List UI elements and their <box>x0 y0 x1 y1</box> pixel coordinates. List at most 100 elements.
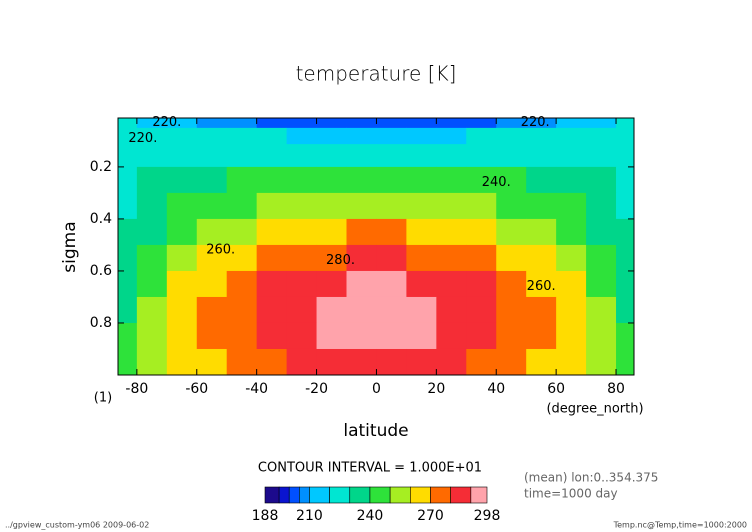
heat-cell <box>406 127 437 145</box>
heat-cell <box>436 144 467 168</box>
heat-cell <box>136 166 168 194</box>
heat-cell <box>586 166 617 194</box>
y-axis-unit: (1) <box>94 391 112 406</box>
contour-label: 260. <box>527 279 556 294</box>
heat-cell <box>256 218 288 246</box>
heat-cell <box>556 144 587 168</box>
colorbar-box <box>349 486 371 504</box>
heat-cell <box>436 166 467 194</box>
heat-cell <box>526 166 557 194</box>
x-tick-label: -80 <box>125 381 148 397</box>
heat-cell <box>286 270 318 298</box>
heat-cell <box>286 144 318 168</box>
heat-cell <box>436 322 467 350</box>
heat-cell <box>136 322 168 350</box>
heat-cell <box>346 270 377 298</box>
heat-cell <box>316 296 348 324</box>
colorbar-tick-label: 210 <box>296 508 323 524</box>
heat-cell <box>376 244 407 272</box>
heat-cell <box>166 144 198 168</box>
x-tick-label: -40 <box>245 381 268 397</box>
heat-cell <box>586 296 617 324</box>
contour-label: 220. <box>128 131 157 146</box>
heat-cell <box>526 322 557 350</box>
heat-cell <box>316 322 348 350</box>
colorbar-box <box>309 486 330 504</box>
heat-cell <box>118 348 138 376</box>
heat-cell <box>466 244 497 272</box>
heat-cell <box>526 348 557 376</box>
heat-cell <box>256 118 288 129</box>
heat-cell <box>586 218 617 246</box>
contour-interval: CONTOUR INTERVAL = 1.000E+01 <box>258 461 482 476</box>
heat-cell <box>316 244 348 272</box>
heat-cell <box>406 270 437 298</box>
heat-cell <box>436 270 467 298</box>
heat-cell <box>436 192 467 220</box>
heat-cell <box>376 127 407 145</box>
heat-cell <box>616 296 635 324</box>
heat-cell <box>616 270 635 298</box>
heat-cell <box>556 166 587 194</box>
heat-cell <box>466 118 497 129</box>
heat-cell <box>196 127 228 145</box>
heat-cell <box>496 118 527 129</box>
heat-cell <box>556 270 587 298</box>
info-text: (mean) lon:0..354.375 <box>524 471 658 485</box>
colorbar-box <box>264 486 280 504</box>
colorbar-tick-label: 240 <box>357 508 384 524</box>
y-tick-label: 0.6 <box>90 263 112 279</box>
heat-cell <box>436 127 467 145</box>
contour-label: 260. <box>206 243 235 258</box>
heat-cell <box>496 270 527 298</box>
heat-cell <box>586 118 617 129</box>
heat-cell <box>316 192 348 220</box>
heat-cell <box>256 144 288 168</box>
heat-cell <box>376 118 407 129</box>
heat-cell <box>616 118 635 129</box>
heat-cell <box>196 192 228 220</box>
heat-cell <box>466 127 497 145</box>
heat-cell <box>118 244 138 272</box>
heat-cell <box>526 218 557 246</box>
heat-cell <box>496 348 527 376</box>
colorbar-tick-label: 298 <box>474 508 501 524</box>
heat-cell <box>196 244 228 272</box>
contour-label: 220. <box>521 115 550 130</box>
heat-cell <box>196 144 228 168</box>
heat-cell <box>406 296 437 324</box>
heat-cell <box>586 322 617 350</box>
heat-cell <box>376 348 407 376</box>
y-tick-label: 0.8 <box>90 315 112 331</box>
heat-cell <box>166 118 198 129</box>
footer: ../gpview_custom-ym06 2009-06-02 <box>5 521 149 530</box>
heat-cell <box>346 144 377 168</box>
heat-cell <box>136 118 168 129</box>
heat-cell <box>256 296 288 324</box>
heat-cell <box>616 144 635 168</box>
heat-cell <box>616 218 635 246</box>
x-tick-label: 40 <box>487 381 505 397</box>
heat-cell <box>346 192 377 220</box>
heat-cell <box>376 296 407 324</box>
y-tick-label: 0.4 <box>90 211 112 227</box>
heat-cell <box>256 244 288 272</box>
heat-cell <box>556 218 587 246</box>
colorbar-box <box>430 486 451 504</box>
heat-cell <box>316 218 348 246</box>
heat-cell <box>256 166 288 194</box>
heat-cell <box>466 296 497 324</box>
y-axis-label: sigma <box>60 221 80 272</box>
heat-cell <box>316 144 348 168</box>
heat-cell <box>616 127 635 145</box>
heat-cell <box>406 192 437 220</box>
heat-cell <box>256 322 288 350</box>
heat-cell <box>586 127 617 145</box>
heat-cell <box>196 348 228 376</box>
y-tick-label: 0.2 <box>90 159 112 175</box>
heat-cell <box>346 218 377 246</box>
heat-cell <box>136 244 168 272</box>
heat-cell <box>226 218 258 246</box>
heat-cell <box>526 296 557 324</box>
heat-cell <box>466 218 497 246</box>
